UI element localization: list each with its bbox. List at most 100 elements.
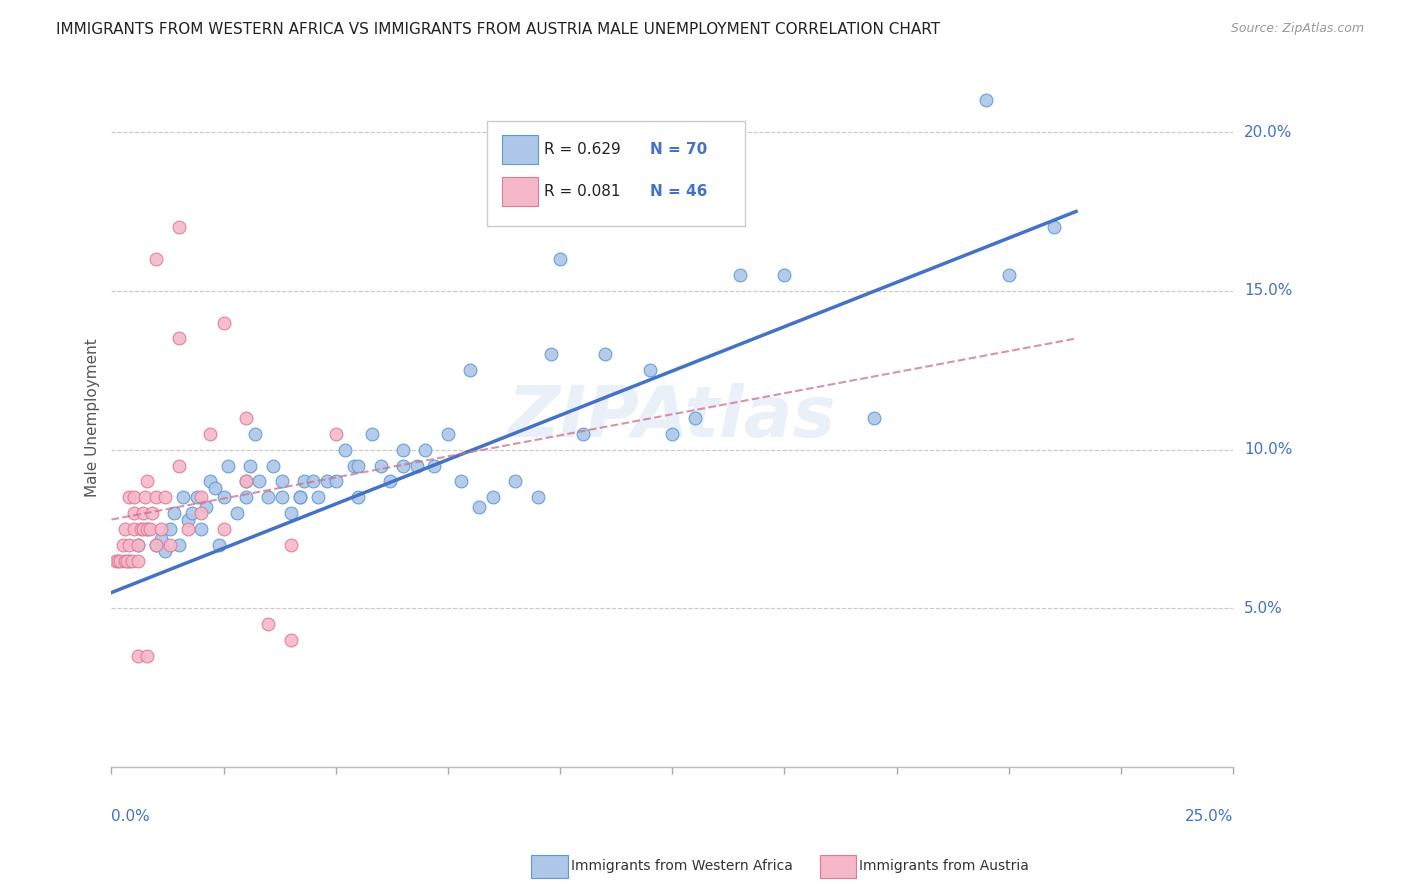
Point <box>307 491 329 505</box>
Point <box>122 522 145 536</box>
Point <box>347 458 370 473</box>
Point <box>136 649 159 664</box>
Point <box>118 491 141 505</box>
Point <box>343 458 366 473</box>
Point <box>145 538 167 552</box>
Point <box>114 522 136 536</box>
Point <box>976 93 998 107</box>
Point <box>159 522 181 536</box>
Text: ZIPAtlas: ZIPAtlas <box>508 384 837 452</box>
Point <box>638 363 661 377</box>
Point <box>360 426 382 441</box>
Point <box>138 522 160 536</box>
Point <box>163 506 186 520</box>
Point <box>333 442 356 457</box>
Point <box>212 316 235 330</box>
Point <box>111 538 134 552</box>
Point <box>208 538 231 552</box>
Y-axis label: Male Unemployment: Male Unemployment <box>86 339 100 497</box>
Point <box>863 410 886 425</box>
Text: Immigrants from Austria: Immigrants from Austria <box>859 859 1029 873</box>
Point <box>132 522 155 536</box>
Point <box>167 458 190 473</box>
Point <box>136 475 159 489</box>
Point <box>198 426 221 441</box>
Point <box>155 491 177 505</box>
Point <box>167 220 190 235</box>
Point <box>118 554 141 568</box>
Point <box>292 475 315 489</box>
Point <box>194 500 217 514</box>
Point <box>392 442 415 457</box>
Point <box>145 491 167 505</box>
Text: IMMIGRANTS FROM WESTERN AFRICA VS IMMIGRANTS FROM AUSTRIA MALE UNEMPLOYMENT CORR: IMMIGRANTS FROM WESTERN AFRICA VS IMMIGR… <box>56 22 941 37</box>
Point <box>127 649 149 664</box>
Point <box>257 617 280 632</box>
Point <box>728 268 751 282</box>
Text: N = 46: N = 46 <box>650 184 707 199</box>
Point <box>661 426 683 441</box>
Point <box>235 475 257 489</box>
Point <box>683 410 706 425</box>
Point <box>773 268 796 282</box>
Point <box>243 426 266 441</box>
Point <box>122 506 145 520</box>
Point <box>134 491 156 505</box>
Point <box>415 442 437 457</box>
Point <box>190 491 212 505</box>
Point <box>481 491 503 505</box>
Point <box>235 491 257 505</box>
Point <box>593 347 616 361</box>
Point <box>212 491 235 505</box>
Point <box>172 491 194 505</box>
Point <box>288 491 311 505</box>
Point <box>249 475 271 489</box>
Point <box>571 426 593 441</box>
Point <box>347 491 370 505</box>
Point <box>149 532 172 546</box>
Point <box>110 554 132 568</box>
Point <box>257 491 280 505</box>
Point <box>503 475 526 489</box>
Point <box>118 538 141 552</box>
Point <box>468 500 491 514</box>
Text: 0.0%: 0.0% <box>111 809 150 824</box>
Point <box>460 363 482 377</box>
Point <box>167 538 190 552</box>
Point <box>540 347 562 361</box>
Text: 5.0%: 5.0% <box>1244 601 1282 616</box>
Point <box>121 554 143 568</box>
Point <box>136 522 159 536</box>
Point <box>271 475 294 489</box>
Point <box>288 491 311 505</box>
Point <box>370 458 392 473</box>
FancyBboxPatch shape <box>502 135 537 164</box>
Point <box>271 491 294 505</box>
Text: 25.0%: 25.0% <box>1185 809 1233 824</box>
Point <box>325 426 347 441</box>
Point <box>181 506 204 520</box>
Text: 10.0%: 10.0% <box>1244 442 1292 458</box>
Point <box>235 410 257 425</box>
Point <box>392 458 415 473</box>
Point <box>190 522 212 536</box>
Point <box>280 506 302 520</box>
Point <box>239 458 262 473</box>
Point <box>127 538 149 552</box>
Point <box>280 633 302 648</box>
Point <box>104 554 127 568</box>
Point <box>262 458 284 473</box>
FancyBboxPatch shape <box>486 121 745 226</box>
Text: 20.0%: 20.0% <box>1244 125 1292 139</box>
Point <box>450 475 472 489</box>
Point <box>186 491 208 505</box>
Point <box>107 554 129 568</box>
Point <box>437 426 460 441</box>
Point <box>378 475 401 489</box>
Point <box>526 491 548 505</box>
Point <box>325 475 347 489</box>
Text: R = 0.081: R = 0.081 <box>544 184 621 199</box>
Text: 15.0%: 15.0% <box>1244 284 1292 298</box>
Point <box>405 458 427 473</box>
Point <box>145 252 167 266</box>
